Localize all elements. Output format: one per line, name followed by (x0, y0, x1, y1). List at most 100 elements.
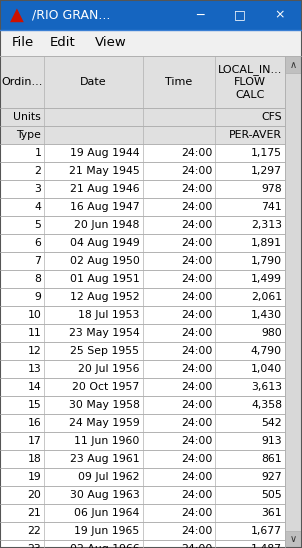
Bar (0, 198, 285, 216)
Bar (0, 234, 285, 252)
Bar (0, 324, 285, 342)
Text: 24:00: 24:00 (181, 454, 212, 464)
Bar (0, 540, 285, 548)
Text: Units: Units (13, 112, 41, 122)
Text: ▲: ▲ (10, 6, 24, 24)
Bar (0, 396, 285, 414)
Bar (0, 56, 285, 108)
Text: 741: 741 (261, 202, 282, 212)
Text: 16: 16 (27, 418, 41, 428)
Text: 7: 7 (34, 256, 41, 266)
Text: 24:00: 24:00 (181, 328, 212, 338)
Text: 4,790: 4,790 (251, 346, 282, 356)
Text: Ordin...: Ordin... (2, 77, 43, 87)
Text: 19: 19 (27, 472, 41, 482)
Bar (0, 378, 285, 396)
Text: 24:00: 24:00 (181, 310, 212, 320)
Text: 13: 13 (27, 364, 41, 374)
Text: Edit: Edit (50, 37, 76, 49)
Bar (0, 360, 285, 378)
Text: 21 May 1945: 21 May 1945 (69, 166, 140, 176)
Text: ─: ─ (196, 9, 204, 21)
Text: 24:00: 24:00 (181, 148, 212, 158)
Text: 24:00: 24:00 (181, 238, 212, 248)
Bar (0, 0, 302, 30)
Text: 6: 6 (34, 238, 41, 248)
Bar (0, 252, 285, 270)
Text: 978: 978 (261, 184, 282, 194)
Bar (0, 180, 285, 198)
Bar (0, 144, 285, 162)
Text: 3: 3 (34, 184, 41, 194)
Text: 20 Jul 1956: 20 Jul 1956 (78, 364, 140, 374)
Text: CFS: CFS (261, 112, 282, 122)
Text: □: □ (234, 9, 246, 21)
Text: 19 Jun 1965: 19 Jun 1965 (74, 526, 140, 536)
Text: 980: 980 (261, 328, 282, 338)
Text: 9: 9 (34, 292, 41, 302)
Text: 542: 542 (261, 418, 282, 428)
Text: 09 Jul 1962: 09 Jul 1962 (78, 472, 140, 482)
Text: 24:00: 24:00 (181, 490, 212, 500)
Text: 12: 12 (27, 346, 41, 356)
Text: 20: 20 (27, 490, 41, 500)
Bar (0, 468, 285, 486)
Bar (0, 216, 285, 234)
Text: 861: 861 (261, 454, 282, 464)
Text: 02 Aug 1950: 02 Aug 1950 (70, 256, 140, 266)
Text: 25 Sep 1955: 25 Sep 1955 (70, 346, 140, 356)
Text: Time: Time (165, 77, 192, 87)
Bar (0, 432, 285, 450)
Text: 2,061: 2,061 (251, 292, 282, 302)
Text: 17: 17 (27, 436, 41, 446)
Text: 24:00: 24:00 (181, 472, 212, 482)
Text: 24:00: 24:00 (181, 274, 212, 284)
Text: 24:00: 24:00 (181, 346, 212, 356)
Text: 23 Aug 1961: 23 Aug 1961 (70, 454, 140, 464)
Text: Date: Date (80, 77, 107, 87)
Text: 927: 927 (261, 472, 282, 482)
Text: File: File (12, 37, 34, 49)
Text: 24:00: 24:00 (181, 526, 212, 536)
Text: 04 Aug 1949: 04 Aug 1949 (70, 238, 140, 248)
Bar (0, 414, 285, 432)
Bar (0, 270, 285, 288)
Text: 21: 21 (27, 508, 41, 518)
Text: 1,430: 1,430 (251, 310, 282, 320)
Text: ∧: ∧ (290, 60, 297, 70)
Text: 5: 5 (34, 220, 41, 230)
Bar (0, 486, 285, 504)
Text: 4: 4 (34, 202, 41, 212)
Text: 11 Jun 1960: 11 Jun 1960 (74, 436, 140, 446)
Text: 24:00: 24:00 (181, 202, 212, 212)
Text: 20 Jun 1948: 20 Jun 1948 (74, 220, 140, 230)
Text: 11: 11 (27, 328, 41, 338)
Bar (285, 56, 302, 73)
Text: 30 Aug 1963: 30 Aug 1963 (70, 490, 140, 500)
Text: 30 May 1958: 30 May 1958 (69, 400, 140, 410)
Text: 2,313: 2,313 (251, 220, 282, 230)
Text: 12 Aug 1952: 12 Aug 1952 (70, 292, 140, 302)
Text: 24:00: 24:00 (181, 544, 212, 548)
Text: 24:00: 24:00 (181, 436, 212, 446)
Bar (0, 108, 285, 126)
Text: 1,891: 1,891 (251, 238, 282, 248)
Text: LOCAL_IN...
FLOW
CALC: LOCAL_IN... FLOW CALC (218, 64, 282, 100)
Text: 01 Aug 1951: 01 Aug 1951 (70, 274, 140, 284)
Text: Type: Type (16, 130, 41, 140)
Text: 1,790: 1,790 (251, 256, 282, 266)
Text: 8: 8 (34, 274, 41, 284)
Text: 1,175: 1,175 (251, 148, 282, 158)
Text: View: View (95, 37, 127, 49)
Text: 23 May 1954: 23 May 1954 (69, 328, 140, 338)
Text: 24:00: 24:00 (181, 256, 212, 266)
Text: 18 Jul 1953: 18 Jul 1953 (78, 310, 140, 320)
Text: /RIO GRAN...: /RIO GRAN... (32, 9, 110, 21)
Text: 1,297: 1,297 (251, 166, 282, 176)
Text: 1,677: 1,677 (251, 526, 282, 536)
Text: 913: 913 (261, 436, 282, 446)
Text: 06 Jun 1964: 06 Jun 1964 (74, 508, 140, 518)
Text: 24:00: 24:00 (181, 292, 212, 302)
Text: ∨: ∨ (290, 534, 297, 545)
Bar (0, 504, 285, 522)
